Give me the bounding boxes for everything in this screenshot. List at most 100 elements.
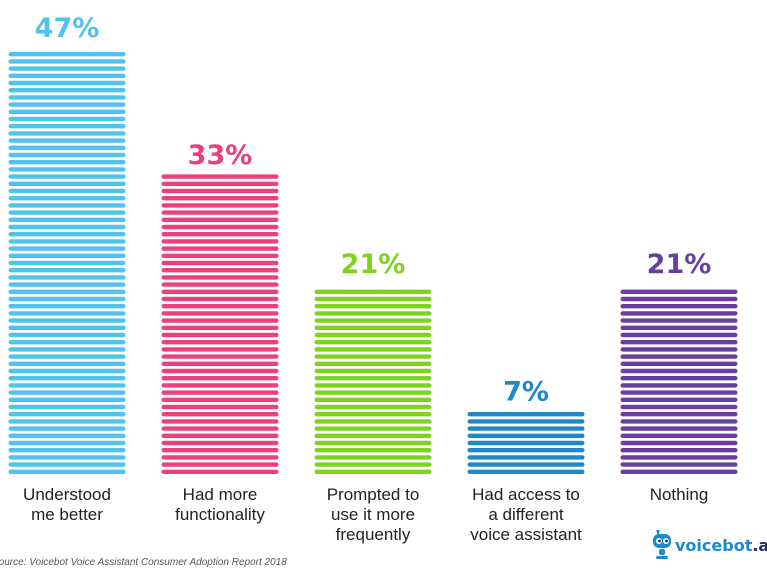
bar-stripe xyxy=(620,354,738,359)
bar-stripe xyxy=(161,268,279,273)
bar-stripe xyxy=(161,210,279,215)
bar-stripe xyxy=(8,383,126,388)
bar-stripe xyxy=(467,462,585,467)
bar-stripe xyxy=(8,376,126,381)
bar-stripe xyxy=(161,217,279,222)
bar-stripe xyxy=(620,433,738,438)
bar-stripe xyxy=(161,448,279,453)
bar-stripe xyxy=(8,289,126,294)
bar-stripe xyxy=(8,80,126,86)
category-label: Had more xyxy=(183,485,258,504)
bar-stripe xyxy=(161,304,279,309)
bar-stripe xyxy=(8,354,126,359)
category-label: Nothing xyxy=(650,485,709,504)
voicebot-logo: voicebot.ai xyxy=(651,530,767,560)
bar-stripe xyxy=(8,196,126,201)
bar-stripe xyxy=(314,354,432,359)
bar-stripe xyxy=(8,174,126,179)
bar-stripe xyxy=(8,239,126,244)
bar xyxy=(467,412,585,474)
bar-stripe xyxy=(161,188,279,194)
bar-stripe xyxy=(620,347,738,352)
bar-stripe xyxy=(8,455,126,460)
bar-stripe xyxy=(8,52,126,57)
value-label: 33% xyxy=(188,140,253,171)
bar-stripe xyxy=(161,361,279,366)
category-label: voice assistant xyxy=(470,525,582,544)
value-label: 7% xyxy=(503,376,549,407)
category-label: functionality xyxy=(175,505,265,524)
bar-stripe xyxy=(161,275,279,280)
bar-stripe xyxy=(620,426,738,431)
bar-stripe xyxy=(467,419,585,424)
bar-stripe xyxy=(314,347,432,352)
category-label: Prompted to xyxy=(327,485,420,504)
bar-stripe xyxy=(620,311,738,316)
bar-stripe xyxy=(620,368,738,374)
bar-stripe xyxy=(8,296,126,302)
source-note: Source: Voicebot Voice Assistant Consume… xyxy=(0,557,287,568)
bar-stripe xyxy=(8,167,126,172)
bar-stripe xyxy=(161,203,279,208)
bar-stripe xyxy=(314,397,432,402)
bar-stripe xyxy=(161,440,279,446)
bar-stripe xyxy=(314,462,432,467)
bar xyxy=(8,52,126,474)
bar-stripe xyxy=(8,109,126,114)
bar-stripe xyxy=(620,383,738,388)
bar-stripe xyxy=(161,426,279,431)
bar-stripe xyxy=(314,426,432,431)
bar-stripe xyxy=(8,419,126,424)
bar-stripe xyxy=(8,188,126,194)
bar-stripe xyxy=(161,296,279,302)
bar-stripe xyxy=(620,332,738,338)
bar-stripe xyxy=(161,397,279,402)
bar-stripe xyxy=(161,433,279,438)
bar-stripe xyxy=(8,332,126,338)
robot-icon xyxy=(653,530,671,559)
bar-stripe xyxy=(620,390,738,395)
bar-stripe xyxy=(314,361,432,366)
bar-stripe xyxy=(161,253,279,258)
bar-stripe xyxy=(8,268,126,273)
bar-stripe xyxy=(161,469,279,474)
bar-stripe xyxy=(8,253,126,258)
category-label: me better xyxy=(31,505,103,524)
bar-stripe xyxy=(314,296,432,302)
bar-stripe xyxy=(620,296,738,302)
bar-stripe xyxy=(8,325,126,330)
bar-stripe xyxy=(161,462,279,467)
bar xyxy=(314,289,432,474)
bar-stripe xyxy=(314,318,432,323)
bar-stripe xyxy=(467,440,585,446)
bar-stripe xyxy=(314,383,432,388)
bar-stripe xyxy=(620,318,738,323)
bar xyxy=(161,174,279,474)
bar-stripe xyxy=(8,469,126,474)
bar-stripe xyxy=(620,361,738,366)
bar-stripe xyxy=(314,325,432,330)
bar-stripe xyxy=(314,404,432,410)
bar-stripe xyxy=(620,340,738,345)
bar-stripe xyxy=(620,455,738,460)
bar-stripe xyxy=(161,376,279,381)
bar-stripe xyxy=(8,124,126,129)
bar-stripe xyxy=(8,404,126,410)
bar-stripe xyxy=(314,440,432,446)
bar-stripe xyxy=(8,145,126,150)
bar-stripe xyxy=(161,455,279,460)
bar-stripe xyxy=(8,462,126,467)
bar-stripe xyxy=(620,440,738,446)
category-label: frequently xyxy=(336,525,411,544)
bar-stripe xyxy=(161,404,279,410)
bar-stripe xyxy=(8,217,126,222)
category-label: Had access to xyxy=(472,485,580,504)
bar-stripe xyxy=(161,181,279,186)
bar-stripe xyxy=(314,304,432,309)
bar-stripe xyxy=(314,469,432,474)
bar-stripe xyxy=(314,332,432,338)
category-label: use it more xyxy=(331,505,415,524)
bar-stripe xyxy=(314,289,432,294)
bar-stripe xyxy=(314,433,432,438)
bar-stripe xyxy=(314,448,432,453)
